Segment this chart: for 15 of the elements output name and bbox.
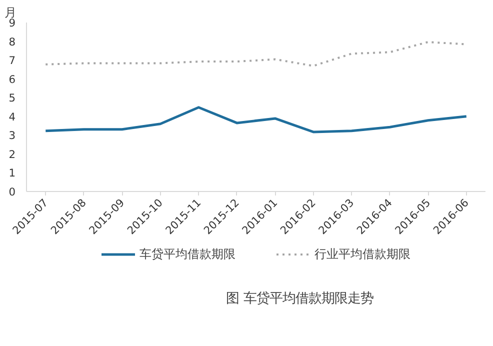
y-tick-label: 6 <box>8 72 16 86</box>
y-tick-label: 2 <box>8 148 16 161</box>
legend-label: 行业平均借款期限 <box>314 246 410 262</box>
y-axis-title: 月 <box>4 6 16 20</box>
y-tick-label: 3 <box>8 129 16 142</box>
y-tick-label: 4 <box>8 110 16 124</box>
text: 图 车贷平均借款期限走势 <box>226 291 374 306</box>
y-tick-label: 8 <box>8 35 16 48</box>
y-tick-label: 7 <box>8 54 16 68</box>
legend-label: 车贷平均借款期限 <box>140 246 236 262</box>
y-tick-label: 9 <box>8 16 16 30</box>
line-series <box>44 106 468 134</box>
y-tick-label: 1 <box>8 166 16 180</box>
y-tick-label: 5 <box>8 92 16 105</box>
y-tick-label: 0 <box>8 186 16 198</box>
